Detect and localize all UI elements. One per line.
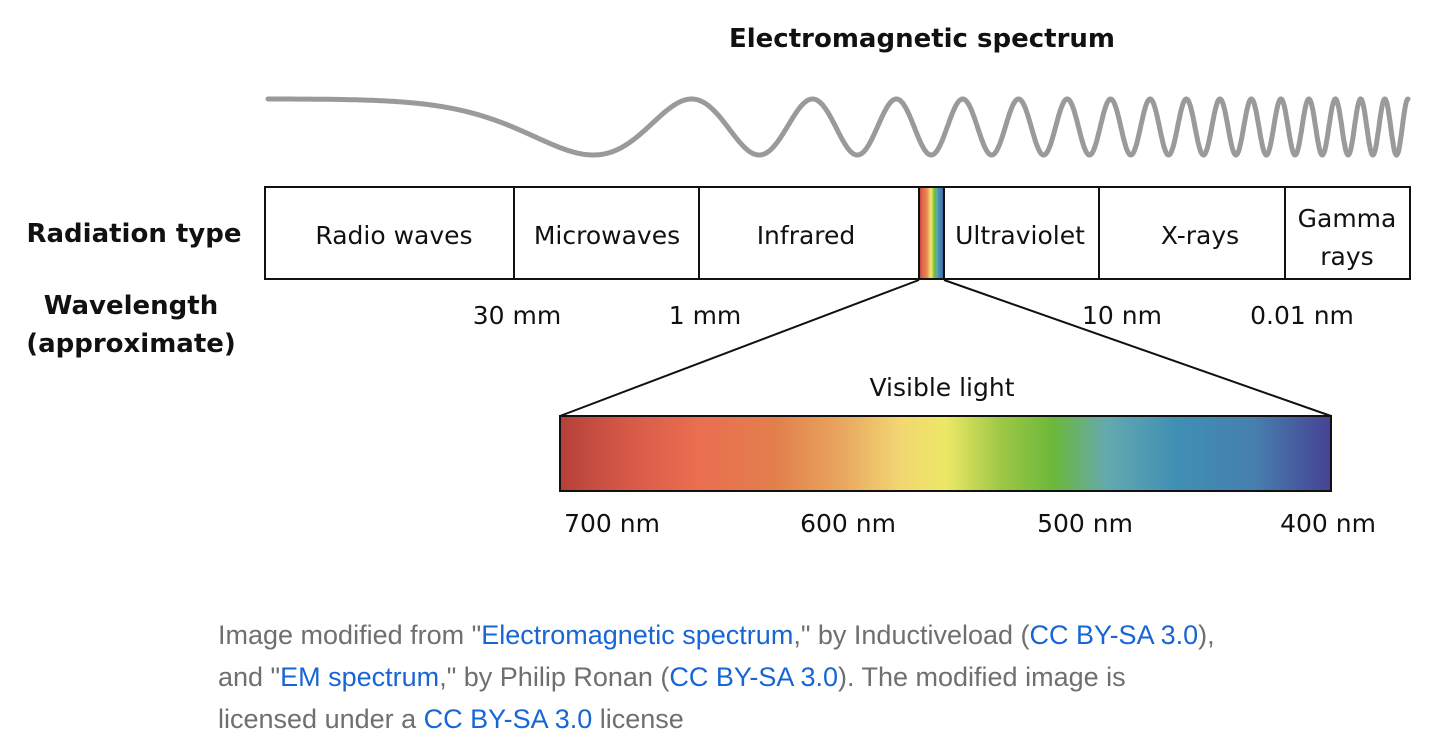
electromagnetic-spectrum-link[interactable]: Electromagnetic spectrum	[481, 620, 794, 650]
band-radio: Radio waves	[264, 186, 515, 280]
em-spectrum-diagram: Electromagnetic spectrum Radiation type …	[26, 24, 1411, 538]
wavelength-10nm: 10 nm	[1082, 301, 1162, 330]
wavelength-1mm: 1 mm	[669, 301, 742, 330]
wavelength-30mm: 30 mm	[473, 301, 561, 330]
caption-text-1: Image modified from "	[218, 620, 482, 650]
band-visible-strip	[918, 186, 945, 280]
visible-tick-400: 400 nm	[1280, 509, 1376, 538]
zoom-line-right	[943, 279, 1332, 417]
em-spectrum-link[interactable]: EM spectrum	[280, 662, 440, 692]
wavelength-sublabel: (approximate)	[26, 329, 236, 359]
wavelength-001nm: 0.01 nm	[1250, 301, 1354, 330]
band-label-ultraviolet: Ultraviolet	[955, 221, 1085, 250]
band-label-radio: Radio waves	[315, 221, 472, 250]
band-gamma: Gamma rays	[1284, 186, 1411, 280]
band-label-infrared: Infrared	[757, 221, 856, 250]
visible-spectrum-bar	[559, 415, 1332, 492]
wavelength-label: Wavelength	[44, 291, 218, 321]
image-credit-caption: Image modified from "Electromagnetic spe…	[218, 614, 1218, 740]
visible-tick-500: 500 nm	[1037, 509, 1133, 538]
band-microwaves: Microwaves	[513, 186, 700, 280]
diagram-title: Electromagnetic spectrum	[729, 24, 1115, 54]
diagram-canvas: Electromagnetic spectrum Radiation type …	[26, 24, 1411, 538]
wave-graphic	[265, 96, 1411, 158]
license-link-3[interactable]: CC BY-SA 3.0	[423, 704, 593, 734]
zoom-line-left	[559, 279, 920, 417]
band-x-rays: X-rays	[1098, 186, 1286, 280]
band-label-gamma-line1: Gamma	[1298, 204, 1397, 233]
band-label-x-rays: X-rays	[1161, 221, 1239, 250]
license-link-1[interactable]: CC BY-SA 3.0	[1029, 620, 1199, 650]
band-infrared: Infrared	[698, 186, 920, 280]
caption-text-4: ," by Philip Ronan (	[439, 662, 670, 692]
band-label-gamma-line2: rays	[1320, 242, 1373, 271]
radiation-type-label: Radiation type	[26, 219, 241, 249]
license-link-2[interactable]: CC BY-SA 3.0	[669, 662, 838, 692]
caption-text-3: ), and "	[218, 620, 1215, 692]
visible-tick-600: 600 nm	[800, 509, 896, 538]
visible-light-title: Visible light	[869, 373, 1014, 402]
caption-text-6: license	[592, 704, 684, 734]
band-label-microwaves: Microwaves	[534, 221, 680, 250]
visible-tick-700: 700 nm	[564, 509, 660, 538]
caption-text-5: ). The modified image is licensed under …	[218, 662, 1126, 734]
caption-text-2: ," by Inductiveload (	[793, 620, 1030, 650]
band-ultraviolet: Ultraviolet	[943, 186, 1100, 280]
